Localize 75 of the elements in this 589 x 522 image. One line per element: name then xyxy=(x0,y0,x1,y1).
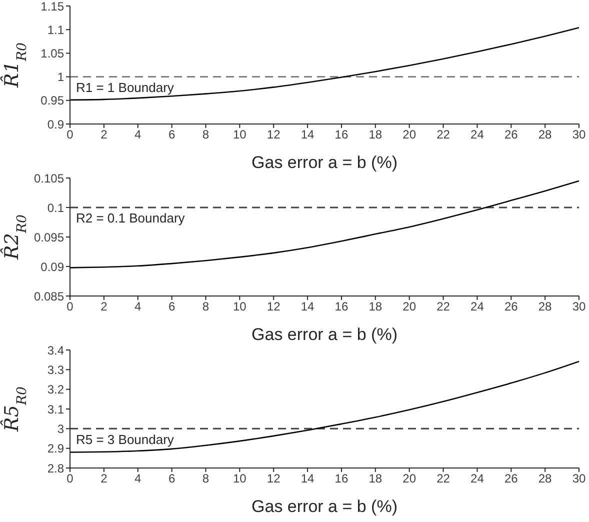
x-tick-label: 26 xyxy=(504,300,518,314)
y-tick-label: 0.95 xyxy=(40,94,64,108)
y-tick-label: 0.9 xyxy=(47,117,64,132)
x-tick-label: 22 xyxy=(436,300,450,314)
y-tick-label: 1.1 xyxy=(47,22,64,37)
y-tick-label: 0.09 xyxy=(40,260,64,274)
x-tick-label: 26 xyxy=(504,472,518,486)
y-tick-label: 3.1 xyxy=(47,402,64,416)
y-tick-label: 1.05 xyxy=(40,46,64,60)
line-series xyxy=(70,360,579,453)
y-tick-label: 2.9 xyxy=(47,442,64,456)
y-tick-label: 3.2 xyxy=(47,382,64,397)
x-tick-label: 4 xyxy=(134,472,142,486)
x-tick-label: 24 xyxy=(470,472,484,486)
x-tick-label: 22 xyxy=(436,472,450,486)
x-tick-label: 0 xyxy=(66,300,74,314)
x-tick-label: 2 xyxy=(100,300,108,314)
x-tick-label: 12 xyxy=(266,300,281,314)
line-series xyxy=(70,27,579,101)
y-tick-label: 2.8 xyxy=(47,461,64,476)
y-tick-label: 3 xyxy=(57,422,64,436)
x-tick-label: 14 xyxy=(300,128,315,142)
x-tick-label: 24 xyxy=(470,300,484,314)
x-tick-label: 2 xyxy=(100,128,108,142)
x-tick-label: 26 xyxy=(504,128,518,142)
x-tick-label: 20 xyxy=(402,472,416,486)
ref-line-label: R5 = 3 Boundary xyxy=(76,432,174,447)
x-tick-label: 0 xyxy=(66,472,74,486)
y-tick-label: 1 xyxy=(57,70,64,84)
line-series xyxy=(70,180,579,268)
x-tick-label: 14 xyxy=(300,300,315,314)
x-tick-label: 0 xyxy=(66,128,74,142)
x-tick-label: 22 xyxy=(436,128,450,142)
x-tick-label: 14 xyxy=(300,472,315,486)
x-tick-label: 20 xyxy=(402,300,416,314)
ref-line-label: R1 = 1 Boundary xyxy=(76,80,174,96)
x-tick-label: 16 xyxy=(334,128,348,142)
y-tick-label: 0.095 xyxy=(34,230,64,244)
x-tick-label: 10 xyxy=(232,300,247,314)
x-tick-label: 2 xyxy=(100,472,108,486)
x-tick-label: 16 xyxy=(334,472,348,486)
y-tick-label: 3.3 xyxy=(47,362,64,377)
x-tick-label: 4 xyxy=(134,128,142,142)
x-tick-label: 8 xyxy=(202,472,210,486)
x-tick-label: 6 xyxy=(168,128,176,142)
x-tick-label: 12 xyxy=(266,472,281,486)
x-tick-label: 30 xyxy=(572,128,586,142)
x-tick-label: 8 xyxy=(202,128,210,142)
x-tick-label: 16 xyxy=(334,300,348,314)
x-tick-label: 10 xyxy=(232,128,247,142)
x-tick-label: 28 xyxy=(538,300,552,314)
y-tick-label: 0.105 xyxy=(34,171,64,186)
x-tick-label: 18 xyxy=(368,300,382,314)
x-tick-label: 6 xyxy=(168,300,176,314)
y-tick-label: 0.1 xyxy=(47,200,64,215)
x-axis-title: Gas error a = b (%) xyxy=(252,153,398,172)
x-tick-label: 18 xyxy=(368,472,382,486)
x-tick-label: 10 xyxy=(232,472,247,486)
x-tick-label: 6 xyxy=(168,472,176,486)
y-tick-label: 1.15 xyxy=(40,0,64,14)
x-tick-label: 28 xyxy=(538,128,552,142)
x-axis-title: Gas error a = b (%) xyxy=(252,497,398,516)
x-axis-title: Gas error a = b (%) xyxy=(252,325,398,344)
x-tick-label: 12 xyxy=(266,128,281,142)
x-tick-label: 20 xyxy=(402,128,416,142)
x-tick-label: 8 xyxy=(202,300,210,314)
x-tick-label: 4 xyxy=(134,300,142,314)
ref-line-label: R2 = 0.1 Boundary xyxy=(76,210,186,226)
y-tick-label: 3.4 xyxy=(47,343,64,358)
x-tick-label: 30 xyxy=(572,472,586,486)
y-tick-label: 0.085 xyxy=(34,289,64,304)
x-tick-label: 24 xyxy=(470,128,484,142)
x-tick-label: 28 xyxy=(538,472,552,486)
x-tick-label: 18 xyxy=(368,128,382,142)
x-tick-label: 30 xyxy=(572,300,586,314)
